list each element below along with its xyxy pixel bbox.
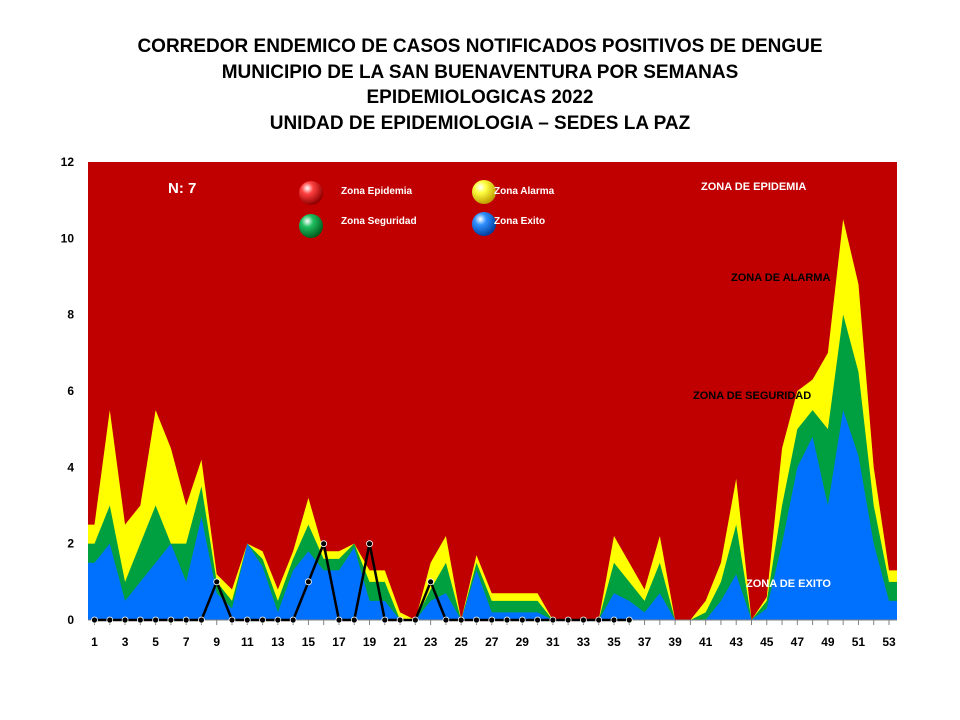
x-tick-label: 45 (760, 635, 774, 649)
case-point (198, 616, 205, 624)
x-tick-label: 19 (363, 635, 377, 649)
case-point (366, 540, 373, 548)
case-point (335, 616, 343, 624)
legend-label-epidemia: Zona Epidemia (341, 186, 413, 197)
x-tick-label: 53 (882, 635, 896, 649)
y-tick-label: 12 (61, 155, 75, 169)
case-point (136, 616, 144, 624)
x-tick-label: 35 (607, 635, 621, 649)
case-point (243, 616, 251, 624)
case-point (289, 616, 297, 624)
x-tick-label: 5 (152, 635, 159, 649)
case-point (457, 616, 465, 624)
x-tick-label: 11 (241, 635, 254, 649)
blue-sphere-icon (472, 212, 496, 236)
x-tick-label: 7 (183, 635, 190, 649)
case-point (167, 616, 175, 624)
title-line-3: EPIDEMIOLOGICAS 2022 (366, 87, 594, 108)
case-point (259, 616, 266, 624)
case-point (350, 616, 358, 624)
title-line-2: MUNICIPIO DE LA SAN BUENAVENTURA POR SEM… (221, 61, 739, 83)
case-point (625, 616, 633, 624)
case-point (152, 616, 160, 624)
y-tick-label: 10 (61, 231, 75, 245)
area-zona-epidemia (88, 162, 897, 620)
case-point (488, 616, 496, 624)
case-point (182, 616, 190, 624)
x-tick-label: 47 (791, 635, 805, 649)
x-tick-label: 49 (821, 635, 835, 649)
case-point (213, 578, 221, 586)
case-point (564, 616, 572, 624)
case-point (91, 616, 98, 624)
x-tick-label: 41 (699, 635, 713, 649)
case-point (106, 616, 114, 624)
y-tick-label: 0 (67, 613, 74, 627)
zone-label-epidemia: ZONA DE EPIDEMIA (701, 181, 806, 193)
x-tick-label: 25 (455, 635, 469, 649)
title-line-4: UNIDAD DE EPIDEMIOLOGIA – SEDES LA PAZ (269, 112, 691, 134)
case-point (320, 540, 328, 548)
zone-areas (88, 162, 897, 620)
legend-label-exito: Zona Exito (494, 216, 545, 227)
case-point (595, 616, 603, 624)
case-point (534, 616, 541, 624)
x-tick-label: 27 (485, 635, 499, 649)
case-point (427, 578, 435, 586)
case-point (442, 616, 450, 624)
legend-label-seguridad: Zona Seguridad (341, 216, 417, 227)
y-tick-label: 2 (67, 537, 74, 551)
red-sphere-icon (299, 181, 323, 205)
title-line-1: CORREDOR ENDEMICO DE CASOS NOTIFICADOS P… (137, 36, 823, 57)
case-point (503, 616, 511, 624)
x-tick-label: 43 (730, 635, 744, 649)
chart-title: CORREDOR ENDEMICO DE CASOS NOTIFICADOS P… (0, 34, 960, 136)
x-tick-label: 37 (638, 635, 652, 649)
case-point (518, 616, 526, 624)
x-tick-label: 23 (424, 635, 438, 649)
x-tick-label: 15 (302, 635, 316, 649)
legend-label-alarma: Zona Alarma (494, 186, 555, 197)
x-tick-label: 9 (213, 635, 220, 649)
x-tick-label: 13 (271, 635, 285, 649)
legend: Zona Epidemia Zona Alarma Zona Seguridad… (299, 180, 555, 238)
case-point (473, 616, 480, 624)
case-point (610, 616, 618, 624)
cases-line-series (91, 539, 633, 624)
y-tick-label: 4 (67, 460, 74, 474)
case-point (305, 578, 312, 586)
yellow-sphere-icon (472, 180, 496, 204)
x-tick-label: 51 (852, 635, 866, 649)
case-point (396, 616, 404, 624)
n-label: N: 7 (168, 180, 196, 197)
case-point (274, 616, 282, 624)
case-point (411, 616, 419, 624)
y-tick-label: 8 (67, 308, 74, 322)
zone-label-seguridad: ZONA DE SEGURIDAD (693, 390, 811, 402)
zone-label-exito: ZONA DE EXITO (746, 578, 831, 590)
case-point (121, 616, 129, 624)
area-zona-exito (88, 410, 897, 620)
y-tick-label: 6 (67, 384, 74, 398)
x-tick-label: 17 (332, 635, 346, 649)
x-tick-label: 29 (516, 635, 530, 649)
x-tick-label: 3 (122, 635, 129, 649)
x-tick-label: 39 (668, 635, 682, 649)
x-tick-label: 1 (91, 635, 98, 649)
case-point (549, 616, 557, 624)
x-tick-label: 21 (393, 635, 407, 649)
x-tick-label: 33 (577, 635, 591, 649)
x-tick-label: 31 (546, 635, 560, 649)
zone-label-alarma: ZONA DE ALARMA (731, 272, 830, 284)
case-point (228, 616, 236, 624)
case-point (580, 616, 587, 624)
green-sphere-icon (299, 214, 323, 238)
case-point (381, 616, 389, 624)
